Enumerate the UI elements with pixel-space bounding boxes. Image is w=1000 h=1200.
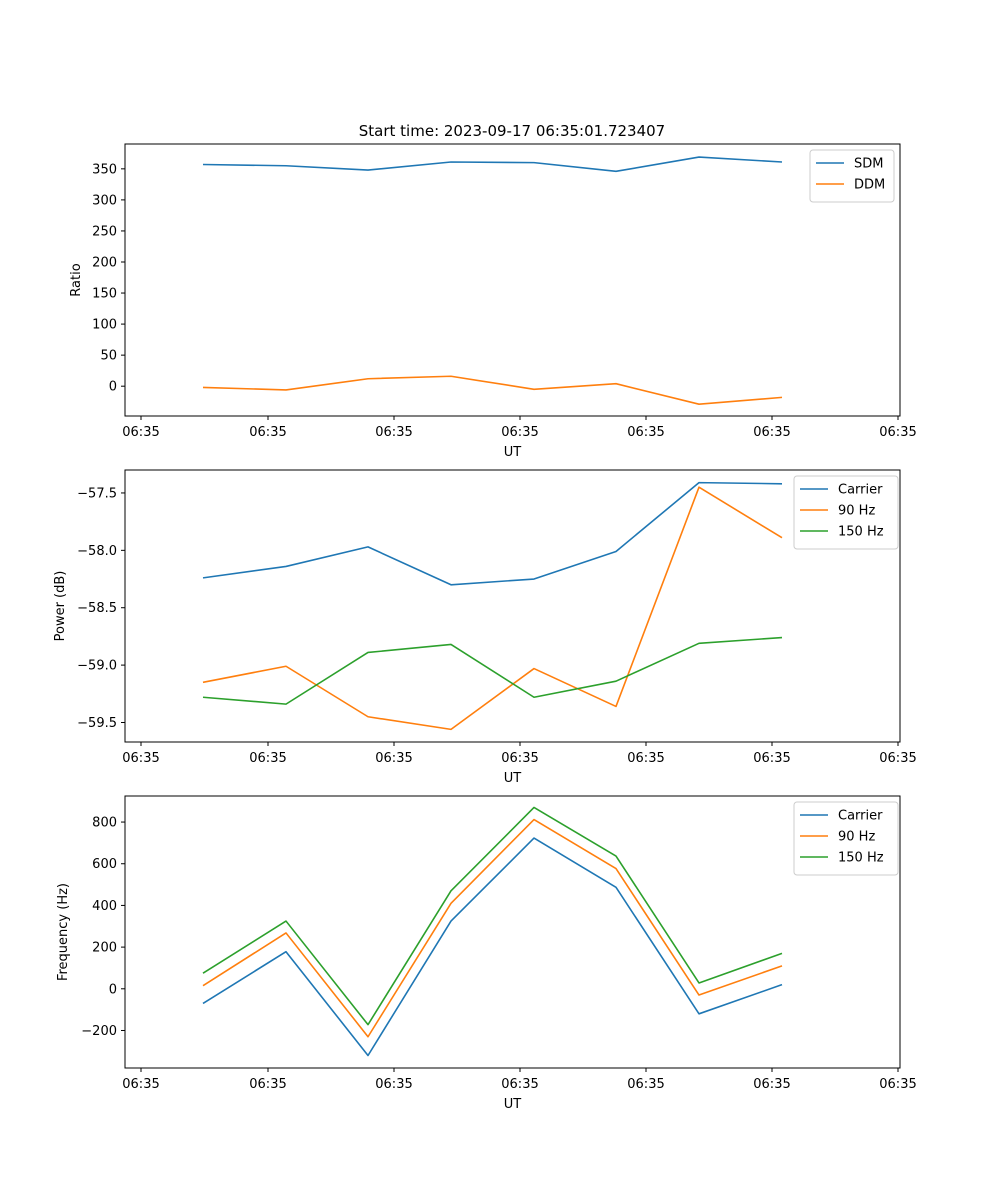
chart-panel-1: 06:35 06:35 06:35 06:35 06:35 06:35 06:35 UT 0 50…: [69, 143, 917, 460]
x-tick-label: 06:35: [249, 425, 286, 440]
y-axis-label: Frequency (Hz): [56, 883, 71, 981]
y-tick-label: 300: [92, 193, 117, 208]
x-tick-label: 06:35: [375, 751, 412, 766]
y-tick-label: −200: [81, 1024, 117, 1039]
y-tick-label: 400: [92, 899, 117, 914]
y-tick-label: 50: [100, 349, 117, 364]
legend-label: 90 Hz: [838, 830, 875, 845]
x-tick-label: 06:35: [249, 751, 286, 766]
x-tick-label: 06:35: [501, 425, 538, 440]
y-tick-label: 0: [109, 982, 117, 997]
x-tick-label: 06:35: [122, 1077, 159, 1092]
x-tick-label: 06:35: [753, 1077, 790, 1092]
x-tick-label: 06:35: [627, 425, 664, 440]
figure-title: Start time: 2023-09-17 06:35:01.723407: [359, 122, 665, 140]
x-tick-label: 06:35: [627, 1077, 664, 1092]
series-line-carrier: [202, 837, 783, 1057]
x-tick-label: 06:35: [375, 1077, 412, 1092]
x-tick-label: 06:35: [879, 1077, 916, 1092]
y-tick-label: 200: [92, 255, 117, 270]
y-tick-label: 250: [92, 224, 117, 239]
x-tick-label: 06:35: [753, 751, 790, 766]
x-tick-label: 06:35: [249, 1077, 286, 1092]
y-axis-label: Ratio: [69, 263, 84, 296]
legend-label: 150 Hz: [838, 525, 884, 540]
chart-panel-2: 06:35 06:35 06:35 06:35 06:35 06:35 06:35 UT −59…: [53, 469, 917, 786]
legend-label: SDM: [854, 157, 883, 172]
y-tick-label: 100: [92, 318, 117, 333]
y-axis-label: Power (dB): [53, 571, 68, 642]
axes-frame: [124, 795, 901, 1069]
series-line-sdm: [202, 156, 783, 173]
legend: Carrier 90 Hz 150 Hz: [793, 475, 899, 550]
y-tick-label: 200: [92, 941, 117, 956]
y-tick-label: 800: [92, 816, 117, 831]
x-tick-label: 06:35: [122, 425, 159, 440]
axes-frame: [124, 143, 901, 417]
y-tick-label: −57.5: [77, 486, 117, 501]
x-tick-label: 06:35: [879, 425, 916, 440]
legend-label: Carrier: [838, 809, 883, 824]
x-tick-label: 06:35: [753, 425, 790, 440]
legend-label: 90 Hz: [838, 504, 875, 519]
legend-label: DDM: [854, 178, 885, 193]
x-tick-label: 06:35: [122, 751, 159, 766]
y-tick-label: −58.5: [77, 601, 117, 616]
x-tick-label: 06:35: [627, 751, 664, 766]
series-line-90-hz: [202, 818, 783, 1038]
x-tick-label: 06:35: [375, 425, 412, 440]
x-axis-label: UT: [504, 445, 522, 460]
x-tick-label: 06:35: [501, 1077, 538, 1092]
series-line-150-hz: [202, 806, 783, 1026]
legend: SDM DDM: [809, 149, 895, 203]
legend: Carrier 90 Hz 150 Hz: [793, 801, 899, 876]
series-line-90-hz: [202, 486, 783, 731]
y-tick-label: −59.0: [77, 659, 117, 674]
legend-label: 150 Hz: [838, 851, 884, 866]
y-tick-label: 150: [92, 287, 117, 302]
series-line-carrier: [202, 481, 783, 586]
legend-label: Carrier: [838, 483, 883, 498]
y-tick-label: −59.5: [77, 716, 117, 731]
x-tick-label: 06:35: [879, 751, 916, 766]
y-tick-label: 0: [109, 380, 117, 395]
series-line-150-hz: [202, 636, 783, 705]
series-line-ddm: [202, 375, 783, 406]
y-tick-label: 600: [92, 857, 117, 872]
y-tick-label: −58.0: [77, 544, 117, 559]
x-axis-label: UT: [504, 771, 522, 786]
y-tick-label: 350: [92, 162, 117, 177]
chart-panel-3: 06:35 06:35 06:35 06:35 06:35 06:35 06:35 UT −20…: [56, 795, 917, 1112]
x-tick-label: 06:35: [501, 751, 538, 766]
axes-frame: [124, 469, 901, 743]
x-axis-label: UT: [504, 1097, 522, 1112]
